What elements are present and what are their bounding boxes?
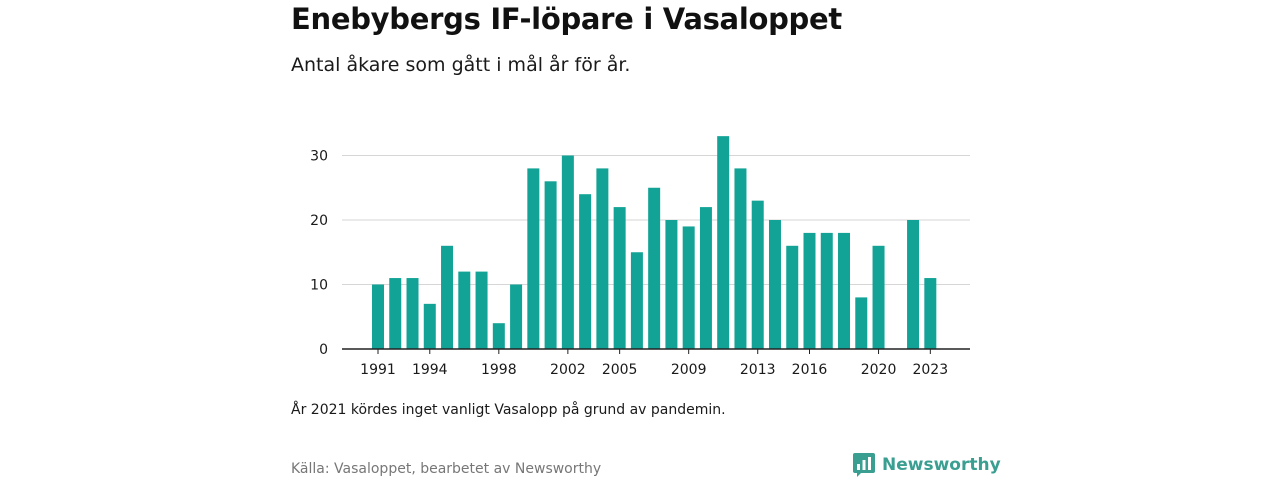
x-tick-label-1994: 1994 — [412, 362, 448, 378]
bar-2008 — [665, 220, 678, 349]
newsworthy-logo[interactable]: Newsworthy — [852, 452, 1001, 478]
bar-2002 — [561, 155, 574, 349]
chart-logo-icon — [853, 453, 875, 477]
bar-2005 — [613, 207, 626, 349]
x-tick-label-2016: 2016 — [792, 362, 828, 378]
x-tick-label-2020: 2020 — [861, 362, 897, 378]
bar-2003 — [579, 194, 592, 349]
x-tick-label-2002: 2002 — [550, 362, 586, 378]
x-tick-label-1991: 1991 — [360, 362, 396, 378]
bar-1992 — [389, 278, 402, 349]
source-text: Källa: Vasaloppet, bearbetet av Newswort… — [291, 461, 602, 477]
bar-2019 — [855, 297, 868, 349]
y-tick-label-10: 10 — [310, 278, 328, 294]
bar-2004 — [596, 168, 609, 349]
bar-2023 — [924, 278, 937, 349]
bar-1991 — [372, 284, 384, 349]
bar-2022 — [907, 220, 920, 349]
y-tick-label-20: 20 — [310, 213, 328, 229]
chart-note: År 2021 kördes inget vanligt Vasalopp på… — [291, 402, 726, 418]
bar-1993 — [406, 278, 419, 349]
x-tick-label-2013: 2013 — [740, 362, 776, 378]
bar-2011 — [717, 136, 730, 349]
x-tick-label-2023: 2023 — [912, 362, 948, 378]
bar-2007 — [648, 187, 661, 349]
bar-2006 — [630, 252, 643, 349]
bar-2010 — [699, 207, 712, 349]
chart-title: Enebybergs IF-löpare i Vasaloppet — [291, 2, 842, 36]
bar-2001 — [544, 181, 557, 349]
y-tick-label-0: 0 — [319, 342, 328, 358]
bar-2016 — [803, 232, 816, 349]
bar-2000 — [527, 168, 540, 349]
bar-chart: 0 10 20 30 1991 1994 1998 2002 2005 2009 2013 2016 2… — [310, 136, 970, 378]
bar-1996 — [458, 271, 471, 349]
y-tick-label-30: 30 — [310, 149, 328, 165]
bar-2017 — [820, 232, 833, 349]
chart-subtitle: Antal åkare som gått i mål år för år. — [291, 54, 631, 76]
bar-1999 — [510, 284, 523, 349]
bar-1995 — [441, 245, 454, 349]
x-tick-label-2009: 2009 — [671, 362, 707, 378]
x-tick-label-1998: 1998 — [481, 362, 517, 378]
bar-1994 — [423, 303, 436, 349]
bar-2012 — [734, 168, 747, 349]
bar-2009 — [682, 226, 695, 349]
x-tick-label-2005: 2005 — [602, 362, 638, 378]
bar-2018 — [838, 232, 851, 349]
bar-2014 — [768, 220, 781, 349]
brand-name: Newsworthy — [882, 455, 1001, 475]
bar-1998 — [492, 323, 505, 349]
bar-1997 — [475, 271, 488, 349]
bar-2015 — [786, 245, 799, 349]
bar-2020 — [872, 245, 885, 349]
bar-2013 — [751, 200, 764, 349]
